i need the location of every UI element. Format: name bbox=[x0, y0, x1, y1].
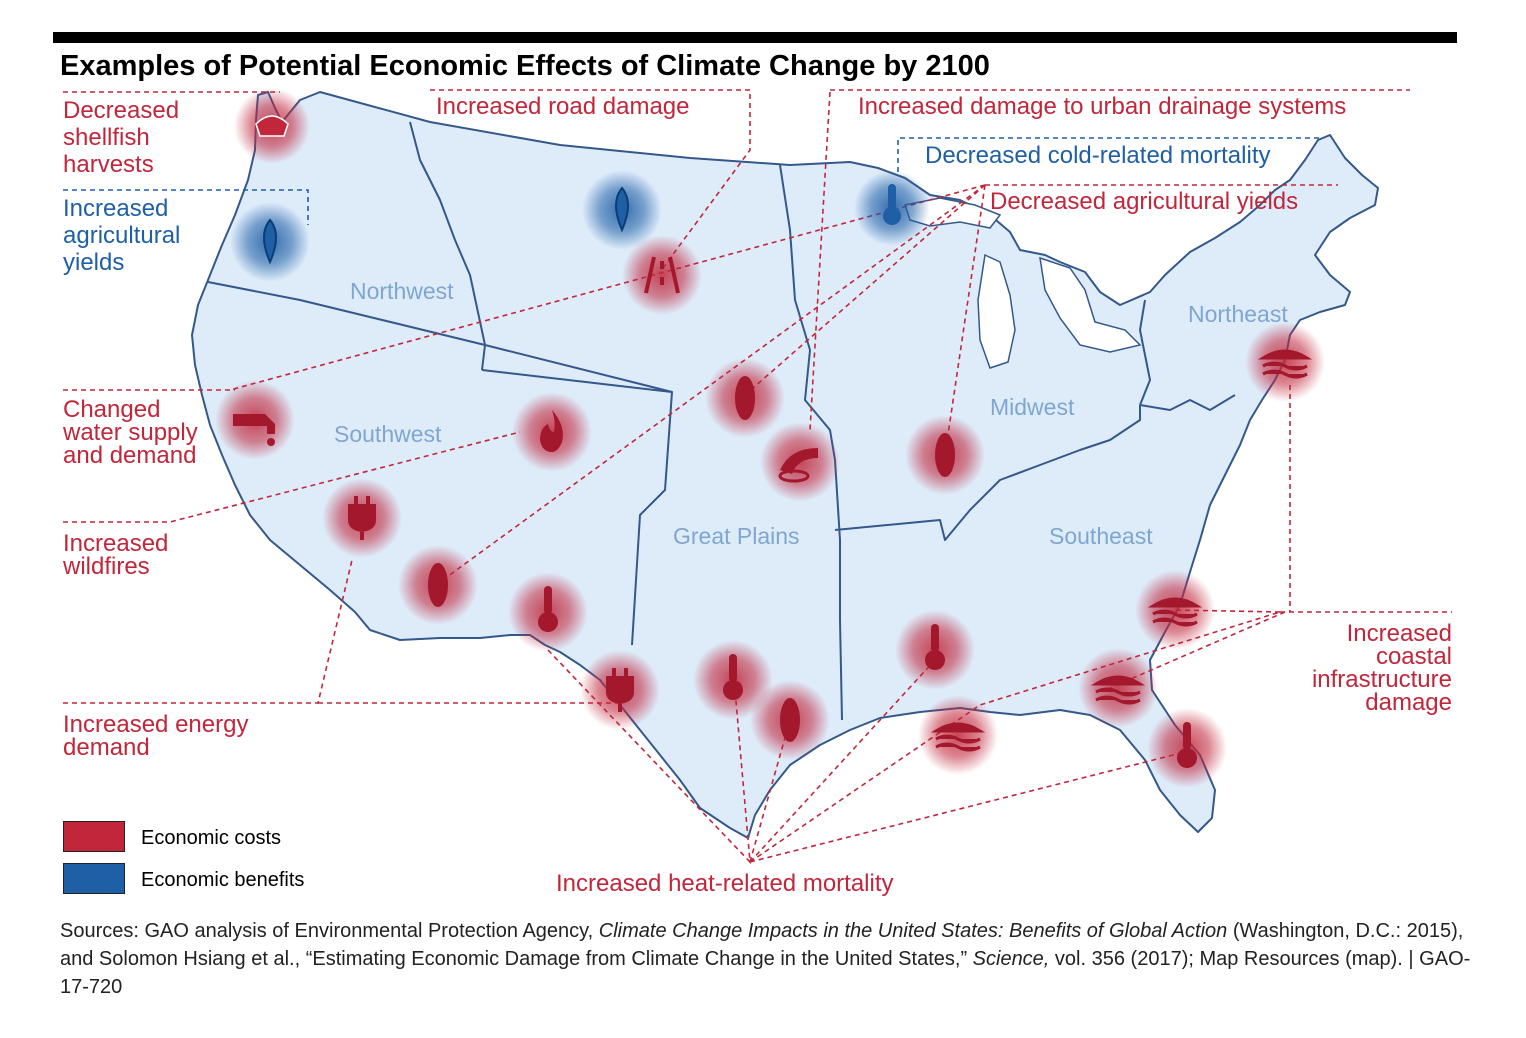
marker-water bbox=[215, 380, 295, 460]
fire-icon bbox=[540, 410, 563, 452]
shellfish-icon bbox=[255, 115, 289, 137]
crop-icon bbox=[615, 186, 629, 233]
figure-title: Examples of Potential Economic Effects o… bbox=[60, 50, 990, 82]
region-label-northwest: Northwest bbox=[350, 278, 454, 304]
road-icon bbox=[644, 256, 680, 294]
marker-coast-gulf bbox=[918, 695, 998, 775]
marker-energy-sw bbox=[322, 478, 402, 558]
marker-drainage bbox=[760, 422, 840, 502]
effect-label-road-damage: Increased road damage bbox=[436, 93, 690, 120]
region-borders bbox=[207, 121, 1236, 721]
source-title-epa: Climate Change Impacts in the United Sta… bbox=[598, 920, 1228, 942]
legend-label-benefit: Economic benefits bbox=[141, 869, 305, 891]
effect-label-water-supply: Changed water supply and demand bbox=[63, 396, 198, 469]
thermometer-icon bbox=[729, 654, 737, 682]
plug-icon bbox=[606, 668, 634, 712]
effect-label-energy-demand: Increased energy demand bbox=[63, 711, 249, 761]
effect-label-shellfish: Decreased shellfish harvests bbox=[63, 97, 180, 178]
marker-cold-mortality bbox=[854, 170, 930, 246]
effect-label-coastal-damage: Increased coastal infrastructure damage bbox=[1311, 620, 1452, 716]
marker-road bbox=[622, 235, 702, 315]
drainage-icon bbox=[780, 448, 818, 474]
region-label-midwest: Midwest bbox=[990, 394, 1075, 420]
corn-icon bbox=[935, 433, 955, 477]
legend-swatch-cost bbox=[63, 821, 125, 852]
effect-label-wildfires: Increased wildfires bbox=[63, 530, 169, 580]
corn-icon bbox=[780, 698, 800, 742]
marker-coast-ga bbox=[1078, 648, 1158, 728]
legend-swatch-benefit bbox=[63, 863, 125, 894]
region-label-southwest: Southwest bbox=[334, 421, 442, 447]
source-text-3: vol. 356 (2017); Map Resources (map). | … bbox=[60, 948, 1471, 998]
title-rule bbox=[53, 32, 1457, 43]
marker-corn-sw bbox=[398, 545, 478, 625]
effect-label-cold-mortality: Decreased cold-related mortality bbox=[925, 142, 1271, 169]
region-label-great-plains: Great Plains bbox=[673, 523, 800, 549]
coastal-wave-icon bbox=[1090, 675, 1146, 705]
legend-label-cost: Economic costs bbox=[141, 827, 282, 849]
coastal-wave-icon bbox=[1147, 597, 1203, 627]
marker-heat-fl bbox=[1147, 708, 1227, 788]
effect-label-agri-yields-down: Decreased agricultural yields bbox=[990, 188, 1299, 215]
coastal-wave-icon bbox=[930, 722, 986, 752]
marker-corn-tx bbox=[750, 680, 830, 760]
thermometer-icon bbox=[1183, 722, 1191, 750]
lake-michigan bbox=[977, 253, 1016, 369]
corn-icon bbox=[735, 376, 755, 420]
marker-coast-carolina bbox=[1135, 570, 1215, 650]
thermometer-icon bbox=[931, 624, 939, 652]
marker-heat-se bbox=[895, 610, 975, 690]
thermometer-icon bbox=[888, 184, 896, 210]
marker-heat-sw bbox=[508, 572, 588, 652]
marker-shellfish bbox=[234, 88, 310, 164]
crop-icon bbox=[263, 218, 277, 265]
source-note: Sources: GAO analysis of Environmental P… bbox=[60, 917, 1480, 1001]
source-journal: Science, bbox=[972, 948, 1050, 970]
source-text-2: (Washington, D.C.: 2015), and Solomon Hs… bbox=[60, 920, 1464, 970]
region-label-southeast: Southeast bbox=[1049, 523, 1153, 549]
effect-label-urban-drainage: Increased damage to urban drainage syste… bbox=[858, 93, 1347, 120]
marker-agri-benefit-nw bbox=[230, 202, 310, 282]
marker-energy-tx bbox=[580, 650, 660, 730]
region-label-northeast: Northeast bbox=[1188, 301, 1288, 327]
plug-icon bbox=[348, 496, 376, 540]
source-text-1: Sources: GAO analysis of Environmental P… bbox=[60, 920, 599, 942]
marker-agri-benefit-plains bbox=[582, 170, 662, 250]
marker-corn-midwest bbox=[905, 415, 985, 495]
thermometer-icon bbox=[544, 586, 552, 614]
benefit-leader-lines bbox=[63, 137, 1320, 225]
effect-label-agri-yields-up: Increased agricultural yields bbox=[63, 195, 181, 276]
effect-label-heat-mortality: Increased heat-related mortality bbox=[556, 870, 894, 897]
corn-icon bbox=[428, 563, 448, 607]
marker-corn-plains bbox=[705, 358, 785, 438]
marker-wildfire bbox=[512, 392, 592, 472]
faucet-icon bbox=[233, 414, 275, 434]
marker-coast-ne bbox=[1245, 322, 1325, 402]
lake-huron-erie bbox=[1039, 256, 1142, 353]
coastal-wave-icon bbox=[1257, 349, 1313, 379]
marker-heat-tx bbox=[693, 640, 773, 720]
